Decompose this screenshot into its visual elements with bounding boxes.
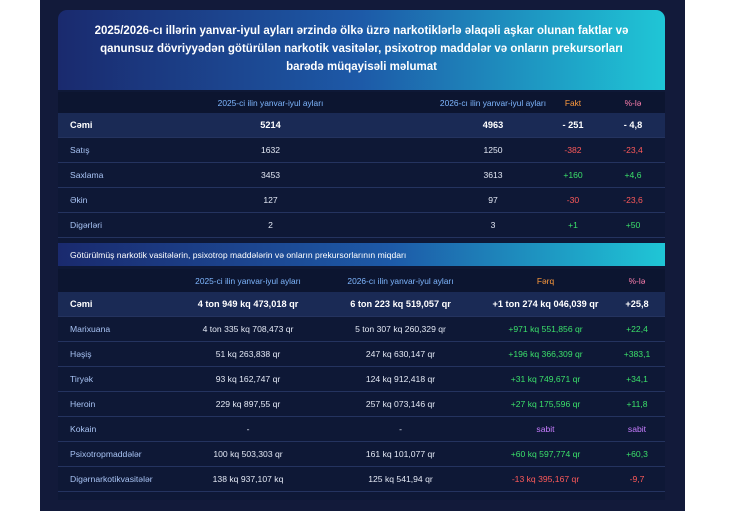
table-cell: 4 ton 949 kq 473,018 qr: [197, 299, 299, 309]
table-cell: -9,7: [629, 474, 645, 484]
table-cell: 100 kq 503,303 qr: [213, 449, 283, 459]
table-row: Cəmi 5214 4963 - 251 - 4,8: [58, 113, 665, 138]
row-label: Heroin: [70, 399, 96, 409]
column-header: %-lə: [624, 97, 642, 108]
card: 2025/2026-cı illərin yanvar-iyul ayları …: [58, 10, 665, 500]
table-row: Satış 1632 1250 -382 -23,4: [58, 138, 665, 163]
row-label: Satış: [70, 145, 90, 155]
row-label: Saxlama: [70, 170, 104, 180]
table-cell: - 4,8: [623, 120, 643, 130]
table-cell: 5 ton 307 kq 260,329 qr: [355, 324, 446, 334]
row-label: Digərnarkotikvasitələr: [70, 474, 153, 484]
table-row: Əkin 127 97 -30 -23,6: [58, 188, 665, 213]
table-cell: 4 ton 335 kq 708,473 qr: [202, 324, 294, 334]
table-row: Marixuana 4 ton 335 kq 708,473 qr 5 ton 30…: [58, 317, 665, 342]
table-cell: -382: [564, 145, 582, 155]
table-cell: -30: [566, 195, 580, 205]
row-label: Tiryək: [70, 374, 94, 384]
table-cell: 3613: [483, 170, 503, 180]
table-cell: 161 kq 101,077 qr: [365, 449, 436, 459]
table-cell: +27 kq 175,596 qr: [510, 399, 581, 409]
table-cell: +60,3: [626, 449, 648, 459]
table-cell: 5214: [260, 120, 281, 130]
table-cell: -: [246, 424, 250, 434]
table-cell: 125 kq 541,94 qr: [368, 474, 433, 484]
table-cell: +25,8: [625, 299, 649, 309]
table-cell: sabit: [627, 424, 647, 434]
column-header: Fakt: [564, 97, 582, 108]
table-cell: 124 kq 912,418 qr: [365, 374, 436, 384]
table-cell: -13 kq 395,167 qr: [511, 474, 580, 484]
column-header: %-lə: [628, 275, 646, 286]
table-cell: +4,6: [624, 170, 642, 180]
table-cell: +196 kq 366,309 qr: [508, 349, 583, 359]
row-label: Digərləri: [70, 220, 102, 230]
row-label: Həşiş: [70, 349, 92, 359]
table-cell: +1: [568, 220, 578, 230]
table-cell: 127: [263, 195, 278, 205]
table-cell: 138 kq 937,107 kq: [212, 474, 284, 484]
table-row: Digərləri 2 3 +1 +50: [58, 213, 665, 238]
row-label: Kokain: [70, 424, 97, 434]
table-cell: -: [399, 424, 402, 434]
table-row: Digərnarkotikvasitələr 138 kq 937,107 kq 1…: [58, 467, 665, 492]
column-header: Fərq: [536, 275, 555, 286]
row-label: Marixuana: [70, 324, 111, 334]
header-row: 2025-ci ilin yanvar-iyul ayları 2026-cı i…: [58, 269, 665, 293]
row-label: Cəmi: [70, 299, 93, 309]
table-cell: 3453: [260, 170, 281, 180]
table-cell: -23,4: [623, 145, 643, 155]
table-row: Kokain - - sabit sabit: [58, 417, 665, 442]
table-cell: -23,6: [623, 195, 643, 205]
table-cell: +50: [625, 220, 641, 230]
table-cell: 2: [268, 220, 273, 230]
column-header: 2025-ci ilin yanvar-iyul ayları: [195, 275, 301, 286]
table-cell: 6 ton 223 kq 519,057 qr: [350, 299, 451, 309]
table-cell: 51 kq 263,838 qr: [215, 349, 281, 359]
table-row: Cəmi 4 ton 949 kq 473,018 qr 6 ton 223 kq …: [58, 292, 665, 317]
table-cell: +971 kq 551,856 qr: [508, 324, 583, 334]
row-label: Psixotropmaddələr: [70, 449, 142, 459]
table-cell: +60 kq 597,774 qr: [510, 449, 581, 459]
row-label: Əkin: [70, 195, 88, 205]
table-cell: +1 ton 274 kq 046,039 qr: [492, 299, 599, 309]
table-cell: 257 kq 073,146 qr: [365, 399, 436, 409]
table-cell: 4963: [482, 120, 504, 130]
table-cell: 97: [488, 195, 498, 205]
title: 2025/2026-cı illərin yanvar-iyul ayları …: [94, 25, 629, 73]
table-cell: sabit: [536, 424, 555, 434]
header: 2025/2026-cı illərin yanvar-iyul ayları …: [58, 10, 665, 90]
table-cell: 1250: [483, 145, 503, 155]
table-cell: 93 kq 162,747 qr: [215, 374, 281, 384]
row-label: Cəmi: [70, 120, 93, 130]
table-cell: 229 kq 897,55 qr: [215, 399, 281, 409]
column-header: 2026-cı ilin yanvar-iyul ayları: [439, 97, 547, 108]
table-row: Psixotropmaddələr 100 kq 503,303 qr 161 kq…: [58, 442, 665, 467]
table-cell: - 251: [562, 120, 584, 130]
header-row: 2025-ci ilin yanvar-iyul ayları 2026-cı i…: [58, 92, 665, 114]
table-row: Heroin 229 kq 897,55 qr 257 kq 073,146 qr +…: [58, 392, 665, 417]
table-cell: +22,4: [626, 324, 648, 334]
table-cell: 1632: [260, 145, 281, 155]
table-cell: +11,8: [626, 399, 648, 409]
table-cell: +383,1: [623, 349, 651, 359]
table-cell: +34,1: [626, 374, 648, 384]
table-row: Saxlama 3453 3613 +160 +4,6: [58, 163, 665, 188]
table-cell: 3: [490, 220, 496, 230]
column-header: 2026-cı ilin yanvar-iyul ayları: [347, 275, 454, 286]
table-cell: +160: [563, 170, 583, 180]
column-header: 2025-ci ilin yanvar-iyul ayları: [217, 97, 324, 108]
table-cell: 247 kq 630,147 qr: [365, 349, 436, 359]
table-cell: +31 kq 749,671 qr: [510, 374, 581, 384]
section-title: Götürülmüş narkotik vasitələrin, psixotr…: [58, 243, 665, 266]
table-row: Həşiş 51 kq 263,838 qr 247 kq 630,147 qr +1…: [58, 342, 665, 367]
table-row: Tiryək 93 kq 162,747 qr 124 kq 912,418 qr +…: [58, 367, 665, 392]
